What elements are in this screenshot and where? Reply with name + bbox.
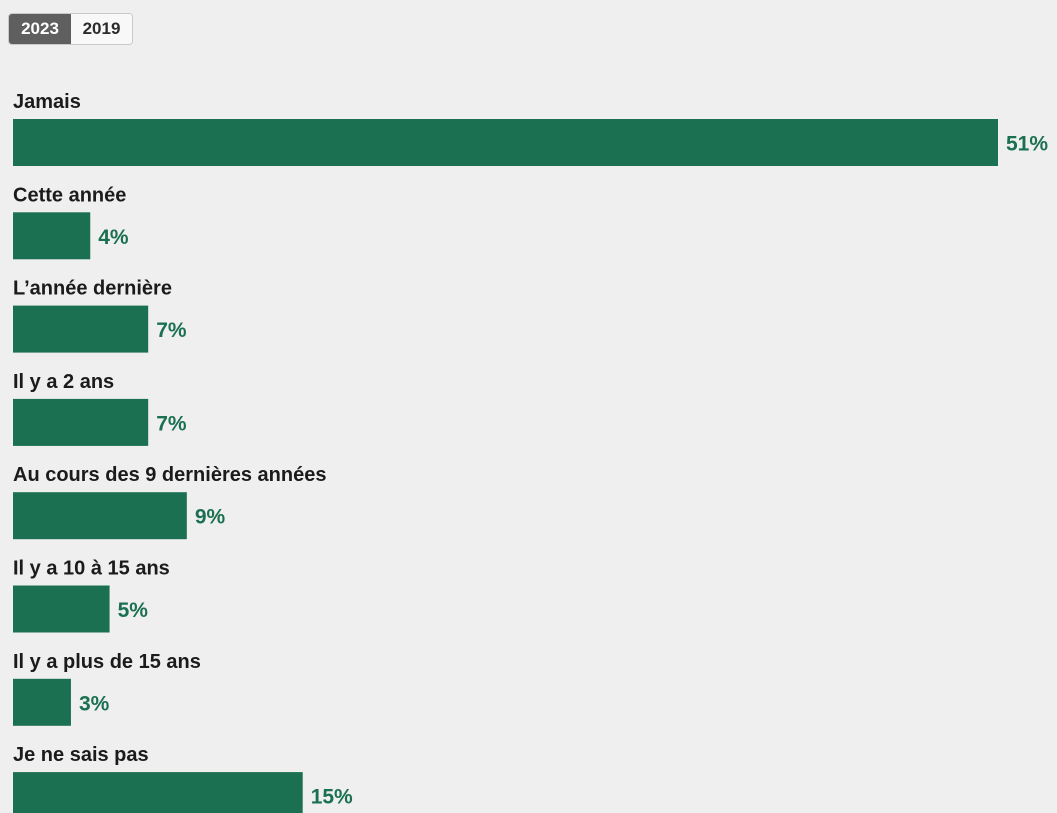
category-label: Il y a 10 à 15 ans xyxy=(13,558,170,580)
value-label: 7% xyxy=(156,412,187,435)
value-label: 7% xyxy=(156,319,187,342)
bar xyxy=(13,492,187,540)
bar xyxy=(13,398,149,446)
value-label: 4% xyxy=(98,226,129,249)
category-label: Jamais xyxy=(13,91,81,113)
category-label: L’année dernière xyxy=(13,278,172,300)
bar xyxy=(13,305,149,353)
value-label: 15% xyxy=(311,786,353,809)
category-label: Il y a 2 ans xyxy=(13,371,114,393)
year-toggle-2023-button[interactable]: 2023 xyxy=(9,14,71,44)
year-toggle: 2023 2019 xyxy=(8,13,133,45)
value-label: 5% xyxy=(118,599,149,622)
bar xyxy=(13,212,91,260)
category-label: Cette année xyxy=(13,184,126,206)
category-label: Il y a plus de 15 ans xyxy=(13,651,201,673)
bar xyxy=(13,772,303,813)
bar xyxy=(13,678,71,726)
value-label: 9% xyxy=(195,506,226,529)
category-label: Au cours des 9 dernières années xyxy=(13,464,326,486)
bar xyxy=(13,585,110,633)
category-label: Je ne sais pas xyxy=(13,744,149,766)
year-toggle-2019-button[interactable]: 2019 xyxy=(71,14,132,44)
value-label: 51% xyxy=(1006,133,1048,156)
bar xyxy=(13,119,998,166)
value-label: 3% xyxy=(79,692,110,715)
